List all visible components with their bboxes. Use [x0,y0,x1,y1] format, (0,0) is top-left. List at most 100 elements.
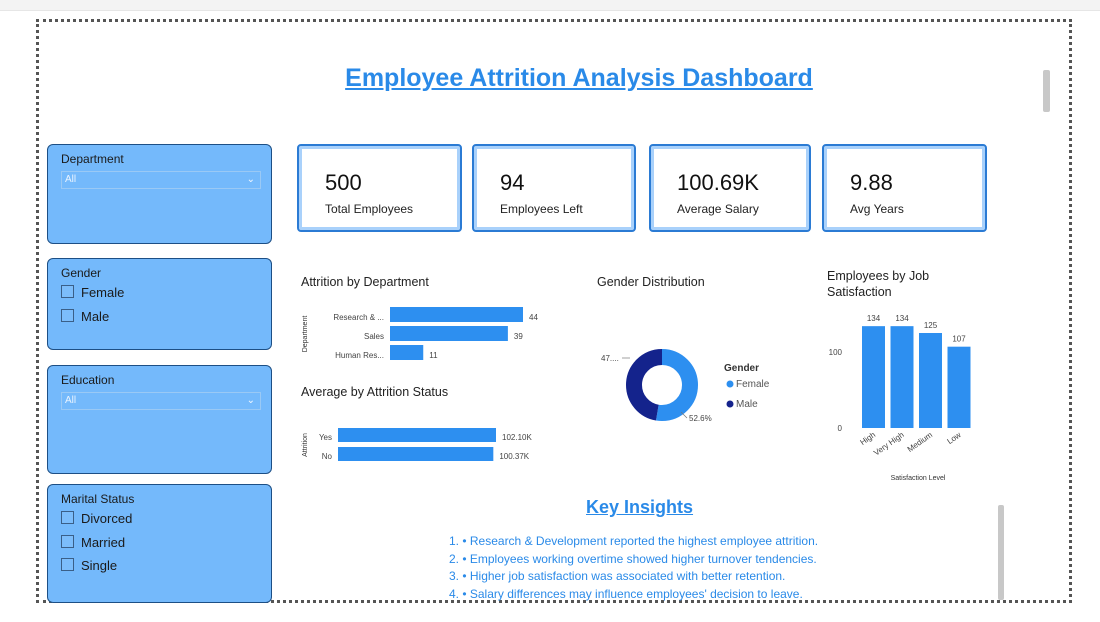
kpi-card-average-salary: 100.69K Average Salary [649,144,811,232]
category-label: Human Res... [335,351,384,360]
x-tick-label: High [859,430,878,447]
page-title: Employee Attrition Analysis Dashboard [345,64,813,92]
insights-list: 1. • Research & Development reported the… [449,533,818,603]
checkbox[interactable] [61,558,74,571]
kpi-card-avg-years: 9.88 Avg Years [822,144,987,232]
x-tick-label: Medium [906,430,935,454]
kpi-value: 500 [325,170,362,195]
marital-option-married[interactable]: Married [61,535,125,550]
insight-item: 1. • Research & Development reported the… [449,534,819,548]
data-label: 125 [924,321,938,330]
kpi-card-total-employees: 500 Total Employees [297,144,462,232]
slice[interactable] [626,349,698,421]
education-slicer: Education All ⌄ [47,365,272,474]
attrition-by-department-chart: Department Research & ... 44 Sales 39 Human R… [302,307,538,360]
data-label: 134 [895,314,909,323]
bar[interactable] [390,307,523,322]
y-tick-label: 0 [838,424,843,433]
gender-distribution-chart: 52.6% 47.... Gender Female Male [601,349,770,423]
satisfaction-chart-title: Employees by Job Satisfaction [827,269,930,299]
marital-option-divorced[interactable]: Divorced [61,511,132,526]
data-label: 100.37K [499,452,529,461]
department-dropdown[interactable]: All ⌄ [61,171,261,189]
bar[interactable] [338,428,496,442]
legend-marker [726,380,734,388]
legend-entry[interactable]: Female [736,379,770,390]
kpi-value: 9.88 [850,170,893,195]
department-slicer: Department All ⌄ [47,144,272,244]
gender-slicer: Gender Female Male [47,258,272,350]
window-top-bar [0,0,1100,11]
kpi-label: Employees Left [500,202,583,216]
kpi-value: 94 [500,170,525,195]
bar[interactable] [890,326,914,428]
checkbox[interactable] [61,511,74,524]
salary-chart-title: Average by Attrition Status [301,385,449,399]
average-by-attrition-chart: Attrition Yes 102.10K No 100.37K [302,428,532,461]
y-axis-label: Department [302,316,309,353]
kpi-card-employees-left: 94 Employees Left [472,144,636,232]
gender-chart-title: Gender Distribution [597,275,705,289]
bar[interactable] [862,326,885,428]
option-label: Male [81,309,110,324]
checkbox[interactable] [61,309,74,322]
option-label: Divorced [81,511,133,526]
y-axis-label: Attrition [302,433,309,457]
insight-item: 3. • Higher job satisfaction was associa… [449,569,786,583]
data-label: 11 [429,351,438,360]
data-label: 39 [514,332,523,341]
legend-marker [726,400,734,408]
insights-scrollbar[interactable] [998,505,1004,600]
dept-chart-title: Attrition by Department [301,275,429,289]
education-slicer-title: Education [61,373,115,387]
gender-option-female[interactable]: Female [61,285,124,300]
kpi-label: Total Employees [325,202,414,216]
data-label: 44 [529,313,538,322]
option-label: Female [81,285,125,300]
option-label: Single [81,558,118,573]
marital-slicer-title: Marital Status [61,492,135,506]
checkbox[interactable] [61,535,74,548]
bar[interactable] [919,333,942,428]
data-label: 107 [952,335,966,344]
gender-option-male[interactable]: Male [61,309,109,324]
bar[interactable] [390,326,508,341]
insight-item: 2. • Employees working overtime showed h… [449,551,817,566]
bar[interactable] [338,447,494,461]
category-label: Sales [364,332,384,341]
marital-status-slicer: Marital Status Divorced Married Single [47,484,272,603]
category-label: Yes [319,433,332,442]
education-dropdown[interactable]: All ⌄ [61,392,261,410]
legend-entry[interactable]: Male [736,399,758,410]
leader-line [680,411,688,419]
job-satisfaction-chart: 0 100 134 High 134 Very High 125 Medium 107 Low Sa… [829,314,971,482]
checkbox[interactable] [61,285,74,298]
education-dropdown-value: All [65,395,77,406]
data-label: 47.... [601,354,619,363]
chevron-down-icon: ⌄ [246,395,255,406]
kpi-label: Avg Years [850,202,904,216]
option-label: Married [81,535,126,550]
gender-slicer-title: Gender [61,266,102,280]
x-axis-label: Satisfaction Level [891,475,946,482]
y-tick-label: 100 [829,348,843,357]
insight-item: 4. • Salary differences may influence em… [449,586,803,601]
data-label: 52.6% [689,414,712,423]
kpi-label: Average Salary [677,202,759,216]
marital-option-single[interactable]: Single [61,558,117,573]
category-label: No [322,452,333,461]
bar[interactable] [390,345,424,360]
data-label: 134 [867,314,881,323]
bar[interactable] [947,346,971,428]
category-label: Research & ... [333,313,384,322]
data-label: 102.10K [502,433,532,442]
page-scrollbar[interactable] [1043,70,1050,112]
department-dropdown-value: All [65,174,77,185]
department-slicer-title: Department [61,152,124,166]
key-insights-title: Key Insights [586,497,694,517]
kpi-value: 100.69K [677,170,759,195]
legend-title: Gender [724,363,759,374]
x-tick-label: Very High [872,430,906,457]
chevron-down-icon: ⌄ [246,174,255,185]
x-tick-label: Low [945,430,962,446]
